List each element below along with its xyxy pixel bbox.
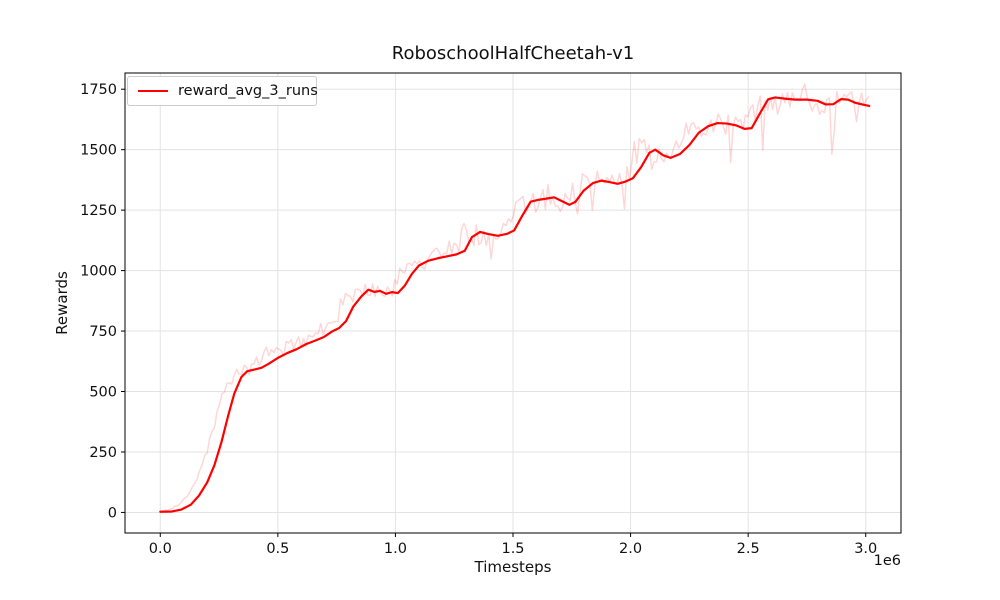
x-tick-label: 2.5 [737,541,760,557]
x-tick-label: 1.5 [501,541,524,557]
x-tick-label: 0.0 [149,541,172,557]
y-tick-label: 1250 [80,203,117,219]
legend: reward_avg_3_runs [127,76,318,106]
y-tick-label: 500 [89,385,117,401]
y-tick-label: 750 [89,324,117,340]
x-tick-label: 0.5 [266,541,289,557]
x-tick-label: 3.0 [854,541,877,557]
plot-title: RoboschoolHalfCheetah-v1 [391,43,635,64]
legend-label: reward_avg_3_runs [178,83,318,99]
axis-offset-label: 1e6 [873,553,901,569]
legend-line-swatch [138,90,168,92]
series-raw-reward-line [160,83,870,513]
x-tick-label: 1.0 [384,541,407,557]
series-reward-avg-line [159,96,871,513]
y-tick-label: 1500 [80,143,117,159]
x-tick-label: 2.0 [619,541,642,557]
y-tick-label: 250 [89,445,117,461]
y-tick-label: 1750 [80,82,117,98]
y-tick-label: 0 [108,505,117,521]
x-axis-label: Timesteps [474,558,552,576]
y-axis-label: Rewards [53,271,71,335]
y-tick-label: 1000 [80,264,117,280]
